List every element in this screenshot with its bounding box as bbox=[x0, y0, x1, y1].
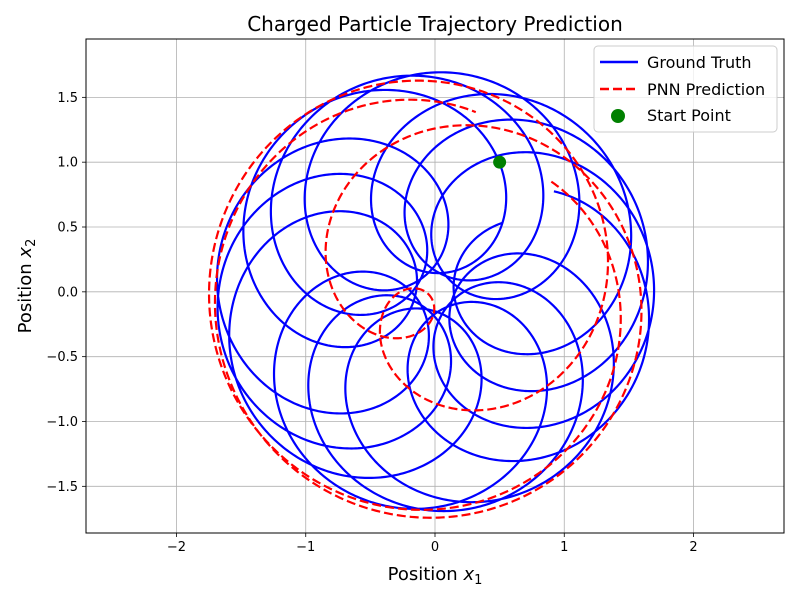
grid bbox=[86, 39, 784, 533]
x-tick-label: 1 bbox=[560, 540, 568, 555]
chart-title: Charged Particle Trajectory Prediction bbox=[247, 12, 623, 36]
legend: Ground Truth PNN Prediction Start Point bbox=[593, 45, 778, 133]
x-tick-label: −2 bbox=[167, 540, 186, 555]
y-tick-label: −0.5 bbox=[46, 350, 78, 365]
pnn-prediction-line bbox=[207, 79, 643, 519]
x-tick-label: 2 bbox=[689, 540, 697, 555]
y-tick-label: −1.0 bbox=[46, 415, 78, 430]
y-tick-label: 1.0 bbox=[57, 156, 78, 171]
legend-label-start-point: Start Point bbox=[647, 106, 731, 125]
legend-marker-start-point bbox=[611, 109, 625, 123]
x-tick-label: 0 bbox=[431, 540, 439, 555]
legend-label-ground-truth: Ground Truth bbox=[647, 53, 752, 72]
y-tick-label: 1.5 bbox=[57, 91, 78, 106]
y-tick-label: −1.5 bbox=[46, 480, 78, 495]
ticks: −2 −1 0 1 2 −1.5 −1.0 −0.5 0.0 0.5 1.0 1.5 bbox=[46, 91, 697, 555]
x-tick-label: −1 bbox=[296, 540, 315, 555]
ground-truth-line bbox=[215, 71, 656, 513]
x-axis-label: Position x1 bbox=[388, 564, 483, 588]
start-point-marker bbox=[493, 155, 507, 169]
legend-box bbox=[593, 45, 778, 133]
series-layer bbox=[207, 71, 656, 519]
legend-label-pnn-prediction: PNN Prediction bbox=[647, 80, 765, 99]
y-axis-label: Position x2 bbox=[15, 239, 39, 334]
y-tick-label: 0.5 bbox=[57, 221, 78, 236]
y-tick-label: 0.0 bbox=[57, 285, 78, 300]
